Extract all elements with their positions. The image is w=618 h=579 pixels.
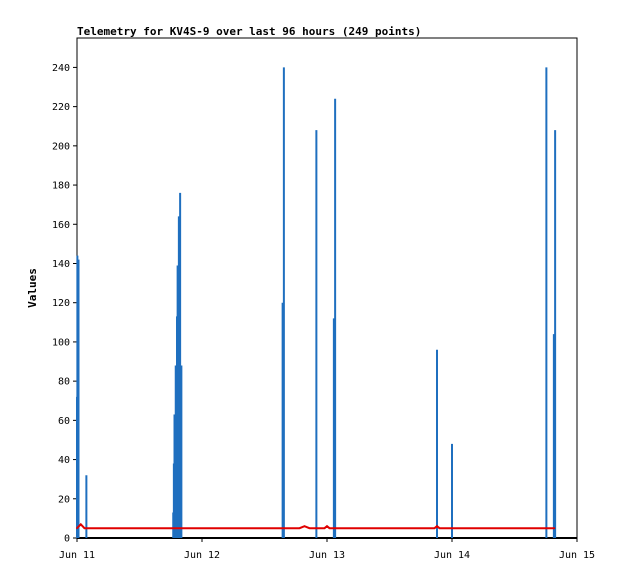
x-tick-label: Jun 12: [184, 550, 220, 561]
y-tick-label: 20: [58, 494, 70, 505]
x-tick-label: Jun 14: [434, 550, 470, 561]
y-tick-label: 80: [58, 377, 70, 388]
y-tick-label: 220: [52, 102, 70, 113]
telemetry-point: [326, 525, 328, 528]
telemetry-point: [553, 527, 556, 529]
telemetry-point: [308, 527, 311, 529]
x-tick-label: Jun 15: [559, 550, 595, 561]
y-tick-label: 0: [64, 534, 70, 545]
telemetry-point: [323, 527, 326, 529]
y-axis-label: Values: [26, 268, 39, 308]
chart-title: Telemetry for KV4S-9 over last 96 hours …: [77, 25, 421, 38]
y-tick-label: 60: [58, 416, 70, 427]
telemetry-point: [76, 527, 78, 529]
y-tick-label: 100: [52, 337, 70, 348]
x-axis: Jun 11 Jun 12 Jun 13 Jun 14 Jun 15: [59, 538, 595, 561]
telemetry-point: [328, 527, 331, 529]
telemetry-point: [303, 525, 306, 528]
y-axis: 0 20 40 60 80 100 120 140 160 180 200 220 240: [52, 63, 77, 545]
y-tick-label: 160: [52, 220, 70, 231]
telemetry-point: [436, 525, 438, 528]
y-tick-label: 200: [52, 141, 70, 152]
telemetry-point: [83, 527, 86, 529]
y-tick-label: 40: [58, 455, 70, 466]
y-tick-label: 180: [52, 181, 70, 192]
plot-frame: [76, 37, 578, 539]
telemetry-point: [433, 527, 436, 529]
telemetry-point: [298, 527, 301, 529]
x-tick-label: Jun 11: [59, 550, 95, 561]
x-tick-label: Jun 13: [309, 550, 345, 561]
series-layer: [76, 67, 577, 539]
y-tick-label: 240: [52, 63, 70, 74]
y-tick-label: 140: [52, 259, 70, 270]
telemetry-point: [438, 527, 441, 529]
telemetry-point: [79, 523, 82, 526]
y-tick-label: 120: [52, 298, 70, 309]
